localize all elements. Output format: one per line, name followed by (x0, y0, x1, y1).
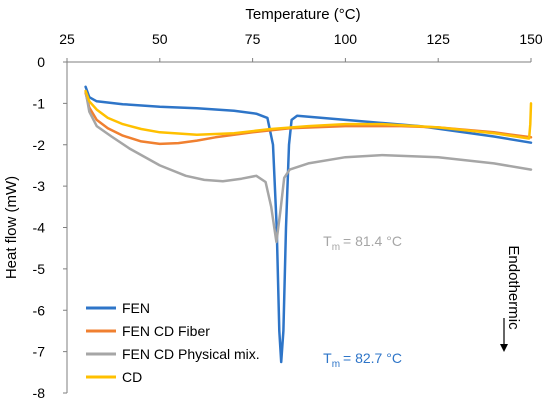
y-tick-label: -8 (33, 385, 46, 401)
x-tick-label: 75 (245, 31, 261, 47)
y-axis-title: Heat flow (mW) (3, 176, 20, 279)
y-tick-label: -3 (33, 178, 46, 194)
annotation-value: = 82.7 °C (343, 350, 402, 366)
y-tick-label: -7 (33, 344, 46, 360)
annotation-tm-fen: Tm = 82.7 °C (323, 350, 402, 370)
legend-label: FEN CD Fiber (122, 323, 210, 339)
series-line-fen-cd-fiber (84, 91, 533, 146)
y-tick-label: -5 (33, 261, 46, 277)
x-tick-label: 50 (152, 31, 168, 47)
annotation-symbol: T (323, 350, 332, 366)
x-tick-label: 125 (427, 31, 451, 47)
x-tick-label: 100 (334, 31, 358, 47)
y-tick-label: -6 (33, 302, 46, 318)
y-tick-label: -1 (33, 95, 46, 111)
x-axis-title: Temperature (°C) (245, 6, 360, 23)
x-tick-label: 25 (59, 31, 75, 47)
series-line-fen-cd-physical-mix (84, 89, 533, 244)
y-tick-label: -2 (33, 137, 46, 153)
legend-label: FEN CD Physical mix. (122, 346, 260, 362)
legend-label: FEN (122, 300, 150, 316)
y-tick-label: -4 (33, 220, 46, 236)
endothermic-label: Endothermic (505, 245, 522, 330)
legend-label: CD (122, 369, 142, 385)
series-line-cd (84, 89, 533, 140)
annotation-symbol: T (323, 233, 332, 249)
y-tick-label: 0 (37, 54, 45, 70)
series-line-fen (84, 85, 533, 364)
annotation-tm-phys: Tm = 81.4 °C (323, 233, 402, 253)
annotation-subscript: m (332, 359, 340, 370)
annotation-subscript: m (332, 242, 340, 253)
endothermic-arrow-head (500, 344, 508, 352)
annotation-value: = 81.4 °C (343, 233, 402, 249)
x-tick-label: 150 (519, 31, 543, 47)
